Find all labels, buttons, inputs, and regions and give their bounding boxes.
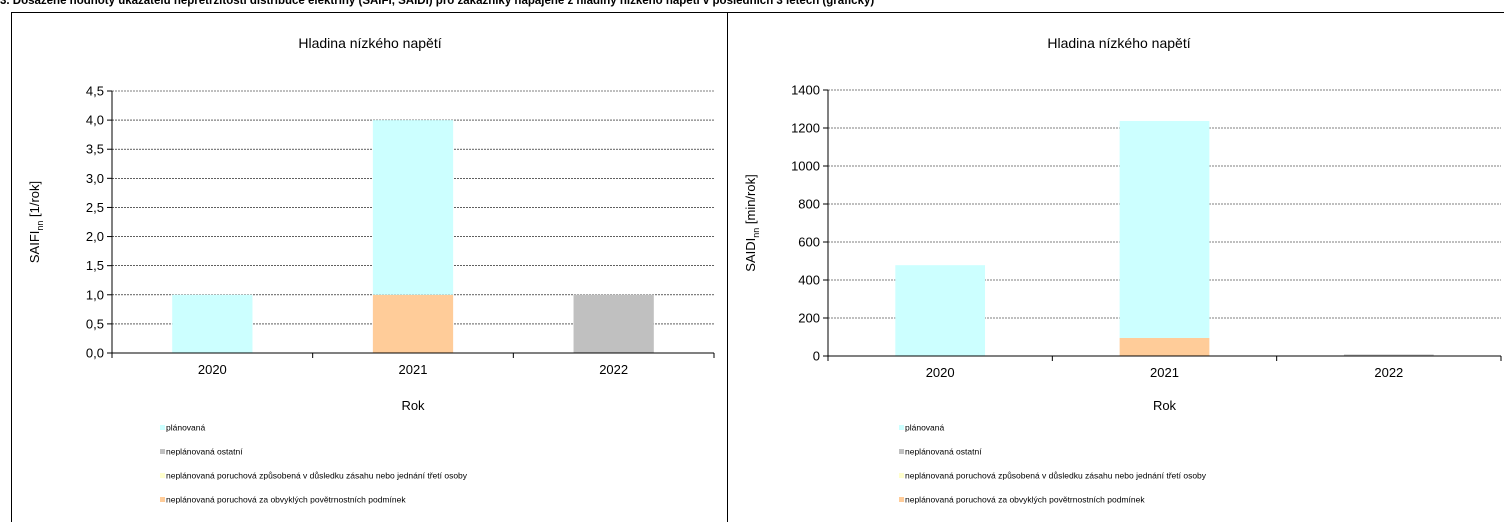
legend-swatch — [160, 497, 165, 502]
legend-swatch — [899, 449, 904, 454]
y-axis-title: SAIFInn [1/rok] — [27, 181, 45, 263]
legend-label: plánovaná — [905, 423, 945, 433]
bar-segment — [1119, 337, 1210, 356]
y-tick-label: 4,0 — [86, 113, 104, 128]
saifi-chart-panel: Hladina nízkého napětí 0,0 0,5 1,0 1,5 2,0 2,5… — [11, 12, 728, 522]
x-tick-label: 2020 — [926, 365, 955, 380]
y-tick-label: 4,5 — [86, 84, 104, 99]
chart-title: Hladina nízkého napětí — [1047, 35, 1190, 51]
legend-swatch — [899, 497, 904, 502]
y-tick-label: 400 — [798, 273, 820, 288]
chart-title: Hladina nízkého napětí — [298, 35, 441, 51]
bar-segment — [895, 265, 986, 356]
legend-swatch — [899, 425, 904, 430]
legend-swatch — [160, 473, 165, 478]
y-tick-label: 0,0 — [86, 346, 104, 361]
saidi-chart-panel: Hladina nízkého napětí 0 200 400 600 800 1000 1… — [727, 12, 1504, 522]
saidi-chart: Hladina nízkého napětí 0 200 400 600 800 1000 1… — [743, 35, 1502, 505]
x-tick-label: 2022 — [599, 362, 628, 377]
legend-swatch — [160, 425, 165, 430]
saifi-chart: Hladina nízkého napětí 0,0 0,5 1,0 1,5 2,0 2,5… — [27, 35, 715, 505]
legend-label: neplánovaná poruchová za obvyklých povět… — [166, 495, 406, 505]
legend-label: neplánovaná ostatní — [905, 447, 982, 457]
legend-label: neplánovaná poruchová způsobená v důsled… — [905, 471, 1207, 481]
legend-label: neplánovaná ostatní — [166, 447, 243, 457]
legend-swatch — [899, 473, 904, 478]
y-axis-title: SAIDInn [min/rok] — [743, 174, 761, 271]
x-axis-title: Rok — [401, 398, 425, 413]
y-tick-label: 2,5 — [86, 200, 104, 215]
y-tick-label: 3,5 — [86, 142, 104, 157]
bar-segment — [573, 294, 654, 353]
y-tick-label: 1,0 — [86, 287, 104, 302]
y-tick-label: 600 — [798, 235, 820, 250]
y-tick-label: 0 — [813, 349, 820, 364]
legend-label: neplánovaná poruchová za obvyklých povět… — [905, 495, 1145, 505]
x-tick-label: 2021 — [1150, 365, 1179, 380]
bar-segment — [172, 294, 253, 353]
x-tick-label: 2021 — [399, 362, 428, 377]
bar-segment — [1119, 120, 1210, 338]
legend-swatch — [160, 449, 165, 454]
y-tick-label: 1400 — [791, 83, 820, 98]
legend-label: neplánovaná poruchová způsobená v důsled… — [166, 471, 468, 481]
bar-segment — [1343, 354, 1434, 356]
bar-segment — [372, 120, 454, 295]
x-tick-label: 2022 — [1374, 365, 1403, 380]
y-tick-label: 1,5 — [86, 258, 104, 273]
page-heading: 3. Dosažené hodnoty ukazatelů nepřetržit… — [0, 0, 875, 7]
y-tick-label: 3,0 — [86, 171, 104, 186]
y-tick-label: 200 — [798, 311, 820, 326]
y-tick-label: 1200 — [791, 121, 820, 136]
x-axis-title: Rok — [1153, 398, 1177, 413]
y-tick-label: 0,5 — [86, 316, 104, 331]
x-tick-label: 2020 — [198, 362, 227, 377]
y-tick-label: 800 — [798, 197, 820, 212]
legend-label: plánovaná — [166, 423, 206, 433]
y-tick-label: 1000 — [791, 159, 820, 174]
y-tick-label: 2,0 — [86, 229, 104, 244]
bar-segment — [372, 294, 454, 353]
